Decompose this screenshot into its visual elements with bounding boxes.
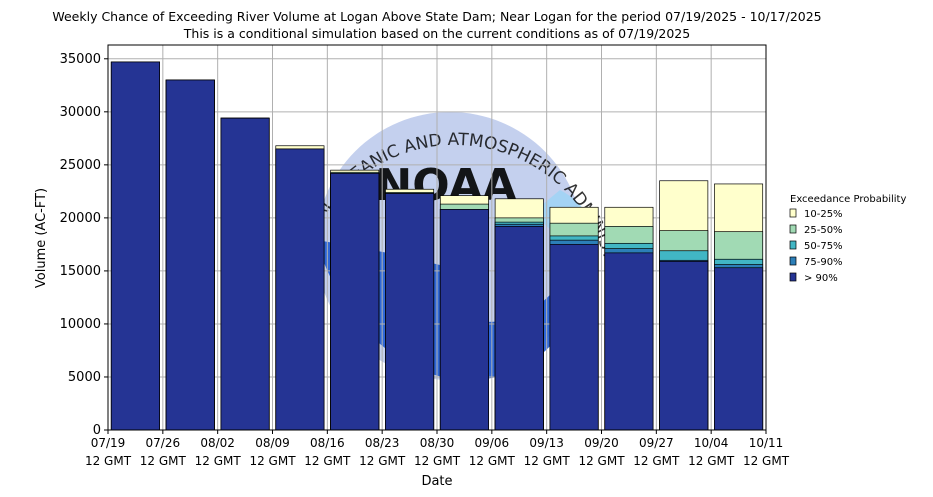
y-tick-label: 35000 [60,52,101,67]
y-tick-label: 25000 [60,158,101,173]
x-tick-label-time: 12 GMT [688,454,735,468]
x-axis: 07/19 12 GMT 07/26 12 GMT 08/02 12 GMT 08/09 12… [85,430,790,468]
y-axis: 0 5000 10000 15000 20000 25000 30000 35000 [60,52,108,438]
chart-subtitle: This is a conditional simulation based o… [183,26,690,41]
x-tick-label-date: 08/02 [200,436,235,450]
bar-90-week-10 [604,252,654,431]
legend-title: Exceedance Probability [790,194,906,205]
legend-swatch [789,240,797,250]
x-tick-label-date: 10/04 [694,436,729,450]
x-tick-label-date: 09/06 [475,436,510,450]
x-tick-label-date: 08/23 [365,436,400,450]
x-tick-label-time: 12 GMT [195,454,242,468]
legend-label: 50-75% [804,241,843,252]
x-tick-label-time: 12 GMT [743,454,790,468]
x-tick-label-date: 10/11 [749,436,784,450]
x-tick-label-time: 12 GMT [359,454,406,468]
bar-90-week-5 [330,172,380,431]
y-tick-label: 15000 [60,264,101,279]
legend-label: 75-90% [804,257,843,268]
x-tick-label-time: 12 GMT [633,454,680,468]
x-tick-label-time: 12 GMT [85,454,132,468]
legend-swatch [789,208,797,218]
legend: Exceedance Probability 10-25% 25-50% 50-75… [789,194,906,284]
bar-90-week-2 [165,79,215,431]
legend-label: 25-50% [804,225,843,236]
x-tick-label-date: 08/30 [420,436,455,450]
x-tick-label-date: 09/27 [639,436,674,450]
bar-90-week-12 [714,267,764,431]
bar-90-week-1 [110,61,160,431]
x-tick-label-time: 12 GMT [524,454,571,468]
bar-90-week-8 [494,226,544,431]
bar-90-week-4 [275,148,325,431]
legend-swatch [789,272,797,282]
bar-90-week-7 [439,209,489,431]
y-tick-label: 10000 [60,317,101,332]
bar-90-week-9 [549,244,599,431]
x-tick-label-time: 12 GMT [469,454,516,468]
x-tick-label-date: 09/13 [529,436,564,450]
x-tick-label-date: 07/19 [91,436,126,450]
chart-title: Weekly Chance of Exceeding River Volume … [52,9,821,24]
x-tick-label-time: 12 GMT [304,454,351,468]
y-tick-label: 0 [93,423,101,438]
legend-label: 10-25% [804,209,843,220]
bar-90-week-3 [220,117,270,431]
x-tick-label-time: 12 GMT [249,454,296,468]
bar-90-week-6 [385,193,435,431]
x-tick-label-date: 08/16 [310,436,345,450]
y-tick-label: 5000 [68,370,101,385]
x-tick-label-time: 12 GMT [578,454,625,468]
y-axis-label: Volume (AC-FT) [34,188,49,288]
y-tick-label: 20000 [60,211,101,226]
legend-swatch [789,224,797,234]
x-axis-label: Date [421,474,452,489]
x-tick-label-date: 08/09 [255,436,290,450]
x-tick-label-time: 12 GMT [140,454,187,468]
x-tick-label-time: 12 GMT [414,454,461,468]
bar-90-week-11 [659,261,709,431]
x-tick-label-date: 09/20 [584,436,619,450]
x-tick-label-date: 07/26 [146,436,181,450]
y-tick-label: 30000 [60,105,101,120]
legend-label: > 90% [804,273,838,284]
legend-swatch [789,256,797,266]
bar-stacks [110,61,764,431]
